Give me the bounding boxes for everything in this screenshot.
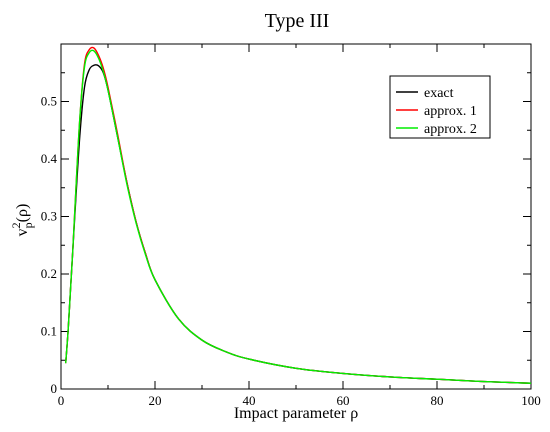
y-tick-label: 0.3 <box>41 209 57 224</box>
y-tick-label: 0.5 <box>41 94 57 109</box>
legend: exact approx. 1 approx. 2 <box>389 75 491 139</box>
chart-title: Type III <box>265 10 330 32</box>
x-tick-label: 40 <box>243 393 256 408</box>
legend-label-series-approx-1: approx. 1 <box>424 104 477 119</box>
x-tick-label: 20 <box>149 393 162 408</box>
y-axis-label: vp2(ρ) <box>9 204 35 237</box>
x-axis: 0 20 40 60 80 100 <box>58 44 541 408</box>
x-tick-label: 0 <box>58 393 65 408</box>
legend-label-series-exact: exact <box>424 86 454 101</box>
x-tick-label: 60 <box>337 393 350 408</box>
x-axis-label: Impact parameter ρ <box>234 405 358 422</box>
x-tick-label: 80 <box>431 393 444 408</box>
y-tick-label: 0 <box>51 381 58 396</box>
y-axis: 0 0.1 0.2 0.3 0.4 0.5 <box>41 72 531 396</box>
y-tick-label: 0.2 <box>41 266 57 281</box>
y-tick-label: 0.1 <box>41 324 57 339</box>
y-tick-label: 0.4 <box>41 151 58 166</box>
legend-label-series-approx-2: approx. 2 <box>424 122 477 137</box>
svg-text:vp2(ρ): vp2(ρ) <box>9 204 35 237</box>
series-approx-2-line <box>65 49 532 384</box>
plot-lines <box>65 46 532 384</box>
x-tick-label: 100 <box>521 393 541 408</box>
